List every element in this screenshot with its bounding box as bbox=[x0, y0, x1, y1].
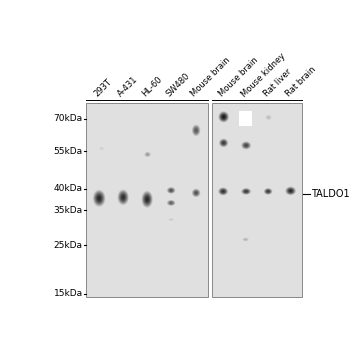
Text: Mouse kidney: Mouse kidney bbox=[239, 51, 287, 99]
Text: HL-60: HL-60 bbox=[140, 75, 164, 99]
Text: 40kDa: 40kDa bbox=[54, 184, 83, 194]
Text: 35kDa: 35kDa bbox=[54, 206, 83, 215]
Text: Mouse brain: Mouse brain bbox=[189, 56, 232, 99]
Bar bbox=[239, 111, 252, 126]
Bar bbox=[86, 103, 208, 297]
Bar bbox=[212, 103, 302, 297]
Text: Rat brain: Rat brain bbox=[284, 65, 318, 99]
Text: SW480: SW480 bbox=[165, 71, 192, 99]
Text: 70kDa: 70kDa bbox=[54, 114, 83, 123]
Text: A-431: A-431 bbox=[117, 75, 140, 99]
Text: 293T: 293T bbox=[92, 77, 113, 99]
Text: Mouse brain: Mouse brain bbox=[217, 56, 260, 99]
Text: 55kDa: 55kDa bbox=[54, 147, 83, 156]
Text: TALDO1: TALDO1 bbox=[312, 189, 350, 199]
Text: Rat liver: Rat liver bbox=[262, 67, 293, 99]
Text: 15kDa: 15kDa bbox=[54, 289, 83, 299]
Text: 25kDa: 25kDa bbox=[54, 241, 83, 250]
